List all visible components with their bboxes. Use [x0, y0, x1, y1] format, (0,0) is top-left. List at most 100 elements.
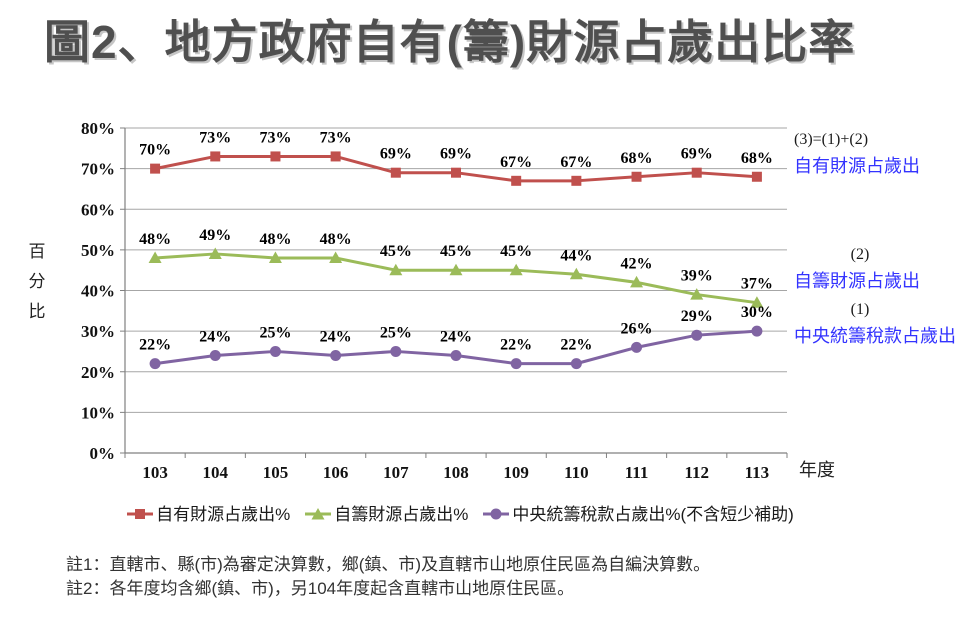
circle-marker-icon — [691, 329, 703, 341]
y-tick-label: 60% — [81, 200, 115, 219]
square-marker-icon — [390, 167, 401, 178]
x-tick-label: 113 — [745, 463, 770, 482]
data-label: 73% — [320, 129, 352, 146]
x-axis-title: 年度 — [799, 460, 835, 480]
data-label: 25% — [259, 324, 291, 341]
circle-marker-icon — [482, 506, 510, 520]
triangle-marker-icon — [690, 288, 704, 300]
note-2: 註2：各年度均含鄉(鎮、市)，另104年度起含直轄市山地原住民區。 — [66, 579, 575, 598]
annotation-own-revenue: (3)=(1)+(2) 自有財源占歲出 — [794, 131, 971, 178]
triangle-marker-icon — [268, 251, 282, 263]
square-marker-icon — [511, 175, 522, 186]
data-label: 73% — [199, 129, 231, 146]
note-1: 註1：直轄市、縣(市)為審定決算數，鄉(鎮、市)及直轄市山地原住民區為自編決算數… — [66, 555, 711, 574]
page-title: 圖2、地方政府自有(籌)財源占歲出比率 — [44, 16, 856, 68]
line-chart: 0%10%20%30%40%50%60%70%80%103 104 105 106 10… — [81, 119, 788, 482]
annotation-self-raised: (2) 自籌財源占歲出 — [794, 246, 971, 293]
y-tick-label: 70% — [81, 160, 115, 179]
data-label: 22% — [500, 337, 532, 354]
legend-label: 中央統籌稅款占歲出%(不含短少補助) — [512, 505, 794, 524]
data-label: 37% — [741, 276, 773, 293]
y-tick-label: 40% — [81, 282, 115, 301]
square-marker-icon — [571, 175, 582, 186]
data-label: 30% — [741, 304, 773, 321]
gridlines — [125, 127, 787, 413]
triangle-marker-icon — [208, 247, 222, 259]
legend-item-self-raised: 自籌財源占歲出% — [304, 500, 468, 525]
series-1: 48% 49% 48% 48% 45% 45% 45% 44% 42% 39% 37% — [139, 227, 773, 308]
data-label: 39% — [681, 268, 713, 285]
annotation-formula-2: (2) — [850, 246, 870, 263]
data-label: 69% — [380, 146, 412, 163]
y-tick-label: 10% — [81, 403, 115, 422]
series-2: 22% 24% 25% 24% 25% 24% 22% 22% 26% 29% 30% — [139, 304, 773, 370]
annotation-label-central-tax: 中央統籌稅款占歲出 — [794, 326, 956, 346]
circle-marker-icon — [751, 325, 763, 337]
data-label: 22% — [560, 337, 592, 354]
annotation-label-self-raised: 自籌財源占歲出 — [794, 271, 920, 291]
data-label: 67% — [500, 154, 532, 171]
data-label: 25% — [380, 324, 412, 341]
annotation-central-tax: (1) 中央統籌稅款占歲出 — [794, 301, 971, 348]
x-tick-label: 110 — [564, 463, 589, 482]
series-0: 70% 73% 73% 73% 69% 69% 67% 67% 68% 69% 68% — [139, 129, 773, 186]
data-label: 42% — [621, 255, 653, 272]
circle-marker-icon — [390, 345, 402, 357]
square-marker-icon — [751, 171, 762, 182]
y-axis: 0% 10% 20% 30% 40% 50% 60% 70% 80% — [81, 119, 126, 463]
x-tick-label: 107 — [383, 463, 409, 482]
data-label: 45% — [440, 243, 472, 260]
square-marker-icon — [126, 506, 154, 520]
legend-item-central-tax: 中央統籌稅款占歲出%(不含短少補助) — [482, 500, 794, 525]
annotation-label-own-revenue: 自有財源占歲出 — [794, 156, 920, 176]
circle-marker-icon — [631, 341, 643, 353]
legend-label: 自有財源占歲出% — [156, 505, 291, 524]
circle-marker-icon — [450, 350, 462, 361]
data-label: 73% — [259, 129, 291, 146]
x-tick-label: 104 — [203, 463, 229, 482]
circle-marker-icon — [330, 350, 342, 361]
y-tick-label: 30% — [81, 322, 115, 341]
data-label: 68% — [741, 150, 773, 167]
circle-marker-icon — [269, 345, 281, 357]
x-tick-label: 109 — [503, 463, 529, 482]
data-label: 69% — [440, 146, 472, 163]
data-label: 24% — [320, 329, 352, 346]
square-marker-icon — [150, 163, 161, 174]
triangle-marker-icon — [750, 296, 764, 308]
square-marker-icon — [270, 151, 281, 162]
data-label: 29% — [681, 308, 713, 325]
y-tick-label: 20% — [81, 363, 115, 382]
triangle-marker-icon — [509, 263, 523, 276]
legend-marker — [483, 508, 510, 519]
data-label: 48% — [139, 231, 171, 248]
data-label: 24% — [440, 329, 472, 346]
x-axis: 103 104 105 106 107 108 109 110 111 112 113 — [124, 452, 788, 482]
footnotes: 註1：直轄市、縣(市)為審定決算數，鄉(鎮、市)及直轄市山地原住民區為自編決算數… — [66, 553, 710, 601]
triangle-marker-icon — [148, 251, 162, 263]
data-label: 22% — [139, 337, 171, 354]
y-tick-label: 50% — [81, 241, 115, 260]
triangle-marker-icon — [389, 263, 403, 276]
y-tick-label: 0% — [90, 444, 116, 463]
y-axis-title: 百分比 — [28, 242, 46, 321]
annotation-formula-3: (3)=(1)+(2) — [794, 131, 869, 148]
data-label: 24% — [199, 329, 231, 346]
square-marker-icon — [330, 151, 341, 162]
data-label: 70% — [139, 142, 171, 159]
data-label: 45% — [380, 243, 412, 260]
circle-marker-icon — [510, 358, 522, 370]
circle-marker-icon — [149, 358, 161, 370]
data-label: 49% — [199, 227, 231, 244]
triangle-marker-icon — [449, 263, 463, 276]
x-tick-label: 103 — [142, 463, 168, 482]
triangle-marker-icon — [630, 275, 644, 288]
annotation-formula-1: (1) — [850, 301, 870, 318]
data-label: 45% — [500, 243, 532, 260]
x-tick-label: 105 — [263, 463, 289, 482]
data-label: 48% — [259, 231, 291, 248]
legend-item-own-revenue: 自有財源占歲出% — [126, 500, 290, 525]
x-tick-label: 108 — [443, 463, 469, 482]
data-label: 68% — [621, 150, 653, 167]
x-tick-label: 112 — [684, 463, 709, 482]
